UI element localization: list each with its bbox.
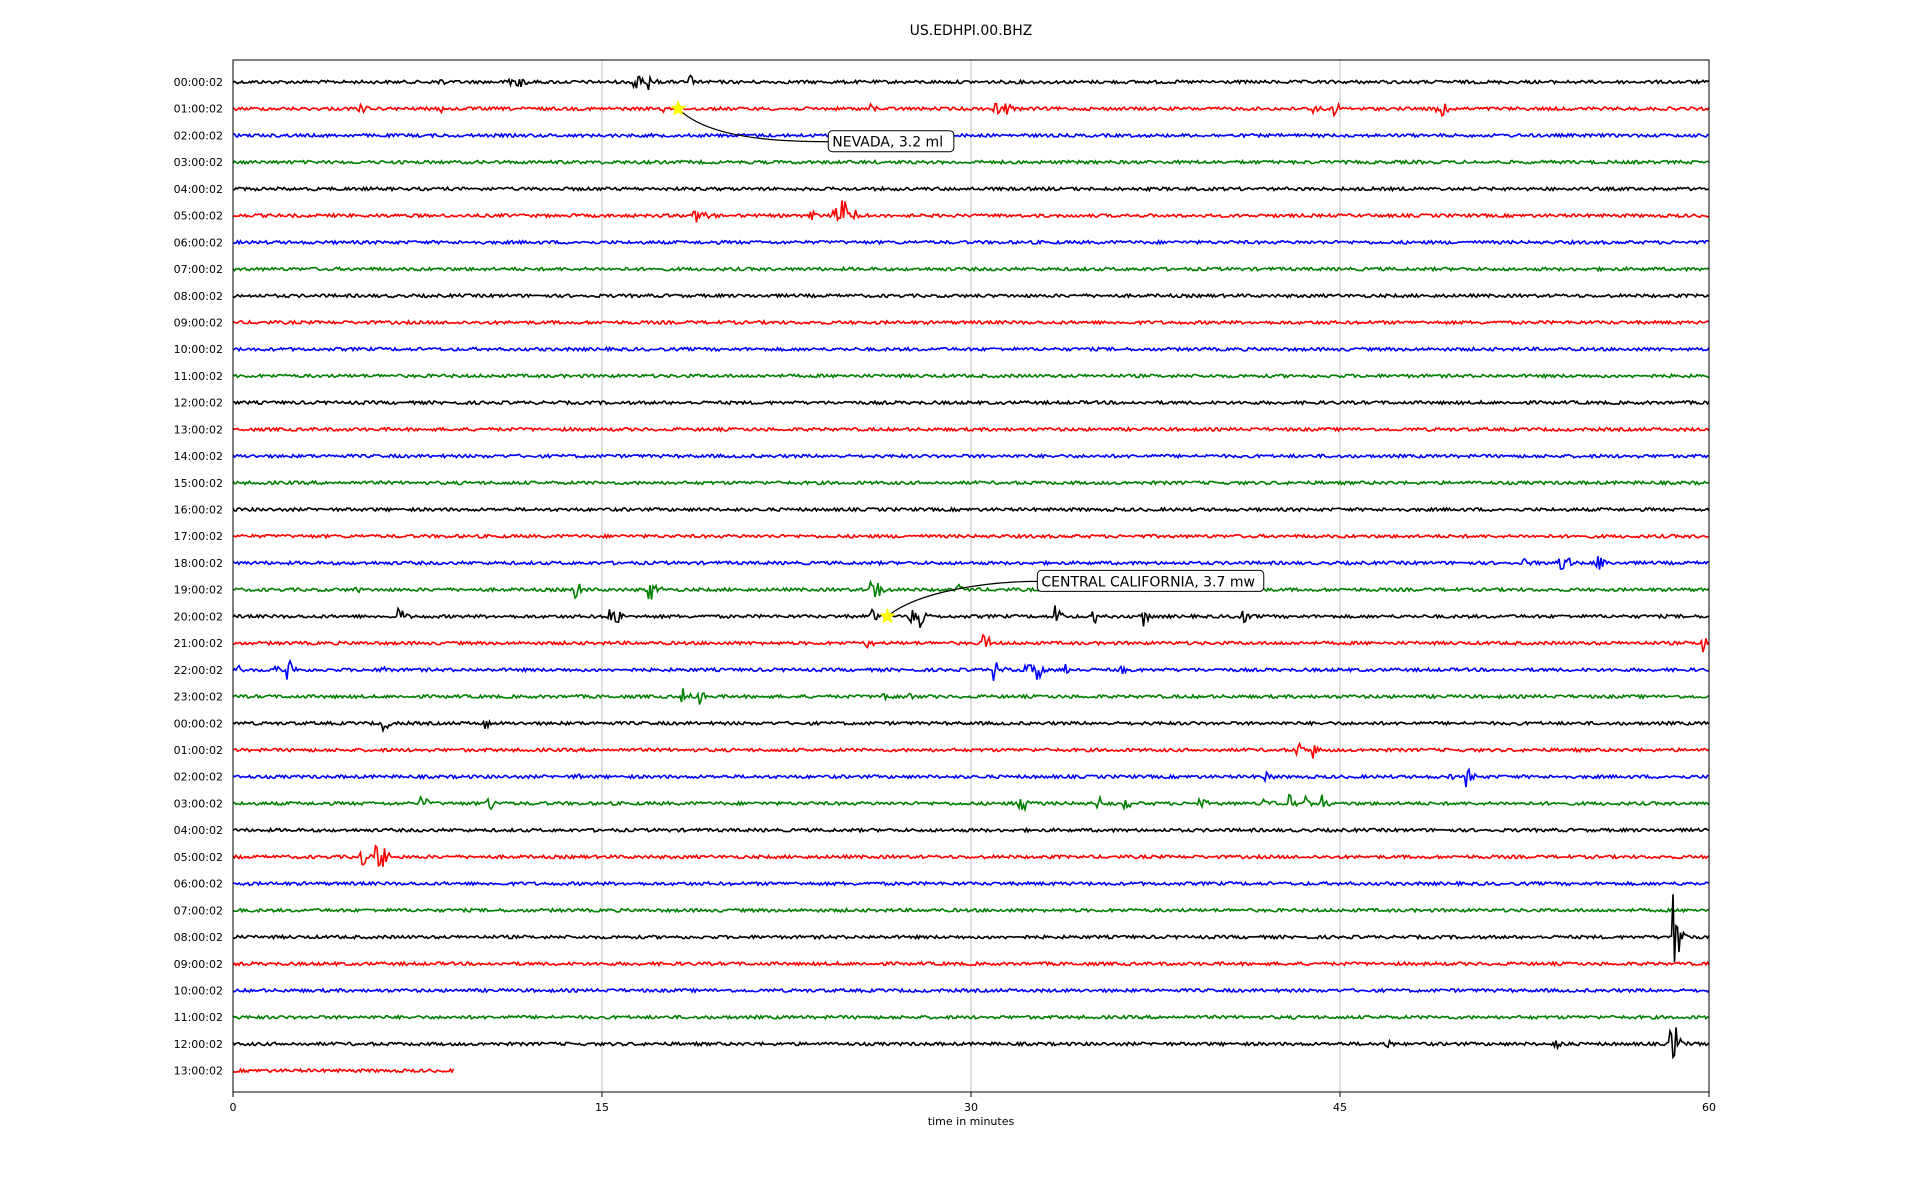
hour-label: 23:00:02 [174, 691, 223, 704]
trace-line-18 [232, 556, 1710, 570]
hour-label: 06:00:02 [174, 878, 223, 891]
hour-label: 12:00:02 [174, 1038, 223, 1051]
grid-lines [601, 60, 1341, 1092]
trace-line-23 [232, 688, 1710, 705]
hour-label: 22:00:02 [174, 664, 223, 677]
annotation-box [827, 130, 955, 153]
hour-label: 11:00:02 [174, 370, 223, 383]
trace-line-32 [232, 894, 1710, 962]
hour-label: 21:00:02 [174, 637, 223, 650]
x-tick-label: 60 [1702, 1101, 1716, 1114]
trace-line-8 [232, 292, 1710, 299]
trace-line-22 [232, 658, 1710, 681]
hour-label: 05:00:02 [174, 851, 223, 864]
trace-line-27 [232, 793, 1710, 813]
hour-label: 15:00:02 [174, 477, 223, 490]
hour-label: 03:00:02 [174, 156, 223, 169]
annotation-box [1036, 569, 1265, 592]
trace-line-2 [232, 132, 1710, 139]
trace-line-26 [232, 767, 1710, 788]
trace-line-10 [232, 345, 1710, 353]
hour-label: 08:00:02 [174, 290, 223, 303]
hour-label: 09:00:02 [174, 958, 223, 971]
event-annotations: NEVADA, 3.2 ml CENTRAL CALIFORNIA, 3.7 mw [670, 100, 1265, 624]
x-tick-label: 0 [230, 1101, 237, 1114]
hour-label: 10:00:02 [174, 343, 223, 356]
trace-line-35 [232, 1014, 1710, 1021]
hour-label: 01:00:02 [174, 744, 223, 757]
trace-line-21 [232, 633, 1710, 653]
trace-line-7 [232, 265, 1710, 273]
event-star-icon [879, 607, 896, 624]
x-axis-label: time in minutes [928, 1115, 1015, 1128]
hour-label: 04:00:02 [174, 183, 223, 196]
trace-line-9 [232, 319, 1710, 326]
trace-line-20 [232, 605, 1710, 628]
hour-label: 13:00:02 [174, 423, 223, 436]
trace-line-17 [232, 532, 1710, 540]
hour-label: 10:00:02 [174, 984, 223, 997]
trace-line-25 [232, 741, 1710, 759]
trace-line-16 [232, 506, 1710, 513]
trace-line-0 [232, 74, 1710, 91]
trace-line-33 [232, 960, 1710, 968]
trace-line-34 [232, 987, 1710, 994]
trace-line-13 [232, 426, 1710, 433]
trace-line-3 [232, 158, 1710, 166]
annotation-connector [677, 108, 829, 143]
trace-line-6 [232, 239, 1710, 246]
annotation-label: CENTRAL CALIFORNIA, 3.7 mw [1041, 574, 1255, 590]
trace-line-5 [232, 200, 1710, 223]
hour-label: 19:00:02 [174, 584, 223, 597]
trace-line-30 [232, 880, 1710, 888]
annotation-label: NEVADA, 3.2 ml [832, 135, 943, 151]
trace-line-31 [232, 907, 1710, 914]
hour-label: 00:00:02 [174, 76, 223, 89]
annotation-connector [886, 580, 1038, 617]
trace-lines [232, 74, 1710, 1074]
hour-label: 07:00:02 [174, 263, 223, 276]
x-tick-label: 30 [964, 1101, 978, 1114]
x-tick-label: 45 [1333, 1101, 1347, 1114]
x-tick-label: 15 [595, 1101, 609, 1114]
hour-label: 05:00:02 [174, 210, 223, 223]
trace-line-28 [232, 826, 1710, 834]
trace-line-29 [232, 844, 1710, 868]
hour-label: 02:00:02 [174, 771, 223, 784]
trace-line-1 [232, 101, 1710, 118]
hour-label: 06:00:02 [174, 236, 223, 249]
hour-label: 14:00:02 [174, 450, 223, 463]
trace-line-15 [232, 479, 1710, 487]
trace-line-4 [232, 185, 1710, 193]
hour-labels: 00:00:02 01:00:02 02:00:02 03:00:02 04:00:02… [174, 76, 223, 1078]
x-axis-ticks: 0 15 30 45 60 [230, 1092, 1716, 1114]
hour-label: 02:00:02 [174, 129, 223, 142]
trace-line-12 [232, 399, 1710, 406]
trace-line-24 [232, 719, 1710, 734]
hour-label: 00:00:02 [174, 717, 223, 730]
trace-line-11 [232, 372, 1710, 380]
event-star-icon [670, 100, 687, 116]
hour-label: 20:00:02 [174, 610, 223, 623]
hour-label: 04:00:02 [174, 824, 223, 837]
trace-line-36 [232, 1027, 1710, 1060]
hour-label: 08:00:02 [174, 931, 223, 944]
chart-title: US.EDHPI.00.BHZ [910, 23, 1033, 39]
hour-label: 17:00:02 [174, 530, 223, 543]
trace-line-19 [232, 579, 1710, 600]
hour-label: 09:00:02 [174, 316, 223, 329]
hour-label: 07:00:02 [174, 904, 223, 917]
hour-label: 16:00:02 [174, 504, 223, 517]
hour-label: 12:00:02 [174, 397, 223, 410]
trace-line-37 [232, 1067, 455, 1074]
hour-label: 03:00:02 [174, 797, 223, 810]
hour-label: 01:00:02 [174, 103, 223, 116]
hour-label: 13:00:02 [174, 1065, 223, 1078]
hour-label: 11:00:02 [174, 1011, 223, 1024]
hour-label: 18:00:02 [174, 557, 223, 570]
trace-line-14 [232, 452, 1710, 460]
